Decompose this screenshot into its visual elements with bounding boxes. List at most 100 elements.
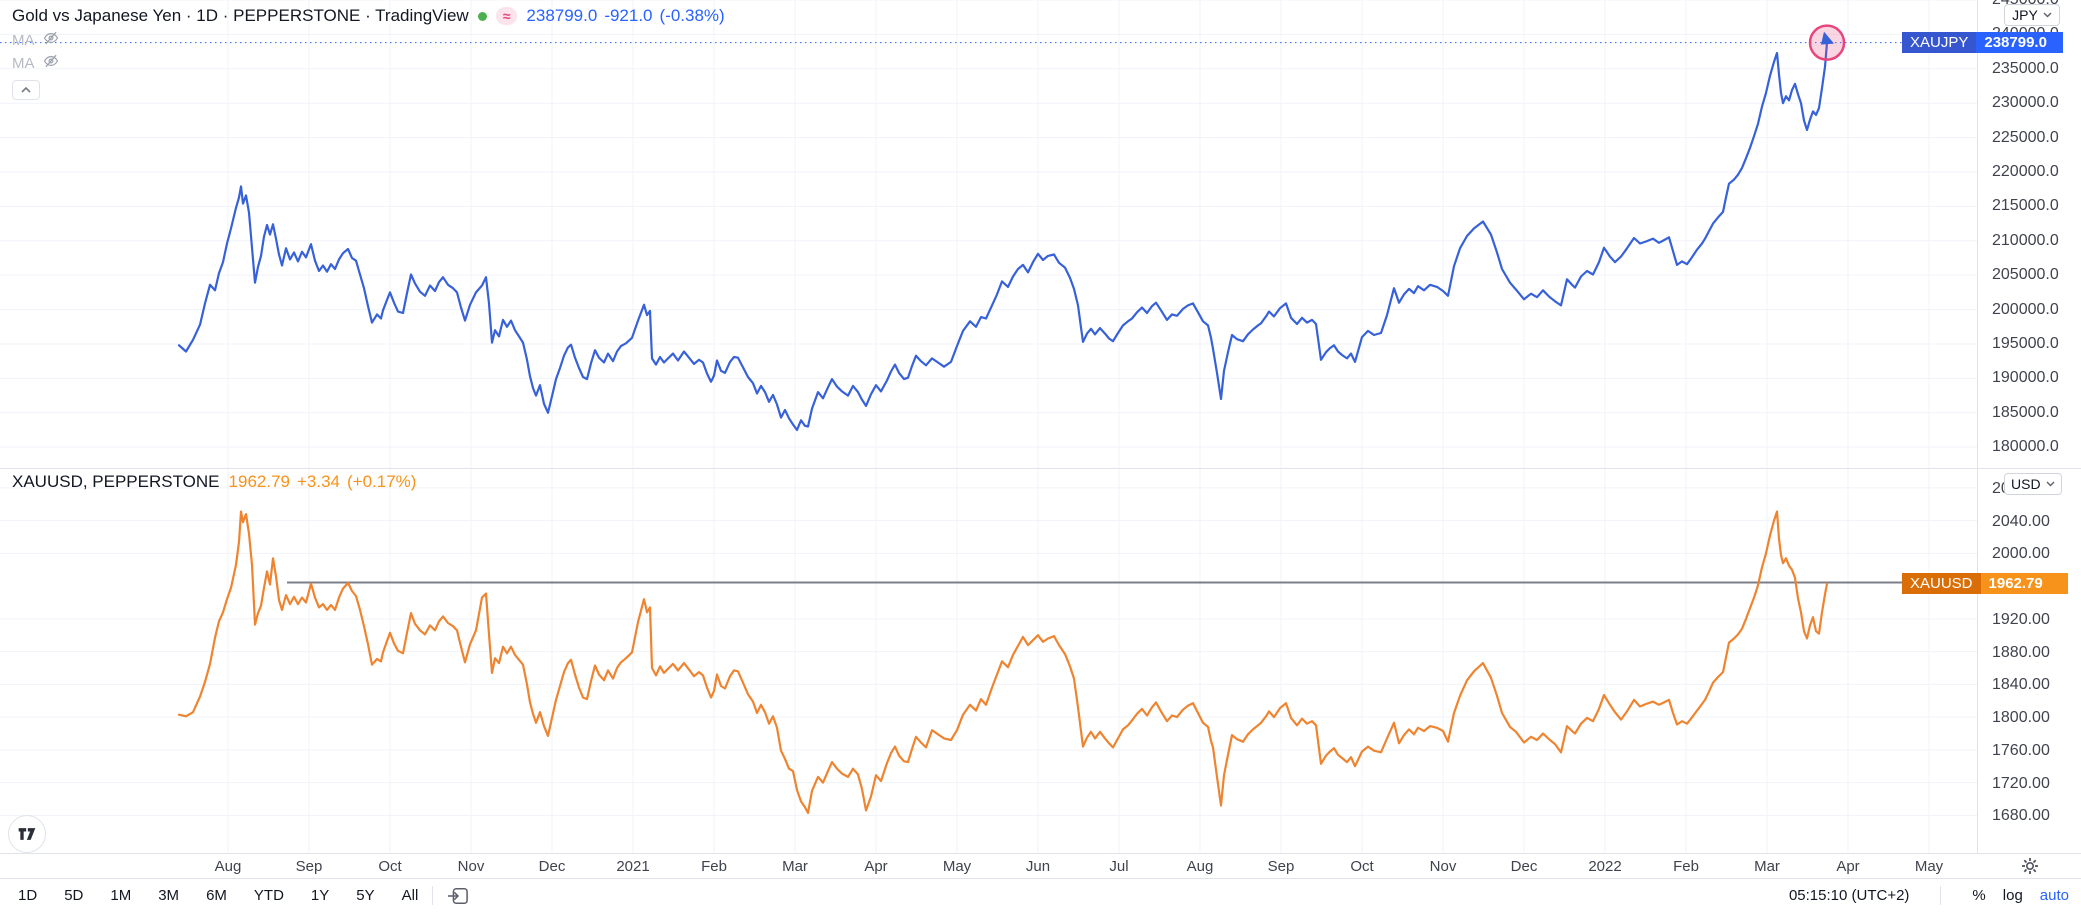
range-button-3m[interactable]: 3M [158,887,180,904]
eye-off-icon[interactable] [42,53,60,74]
price-tick-label: 1840.00 [1992,676,2050,694]
indicator-row-ma-1[interactable]: MA [12,30,725,51]
price-tick-label: 1680.00 [1992,807,2050,825]
price-tick-label: 2040.00 [1992,512,2050,530]
time-tick-label: Mar [782,858,808,875]
time-tick-label: Apr [1836,858,1860,875]
time-tick-label: Oct [378,858,402,875]
last-price-value: 1962.79 [228,472,290,491]
price-tick-label: 220000.0 [1992,162,2059,180]
range-button-5d[interactable]: 5D [64,887,84,904]
price-change-value: +3.34 [296,472,340,491]
auto-scale-button[interactable]: auto [2039,887,2069,904]
market-status-icon[interactable] [477,11,487,21]
time-tick-label: May [942,858,972,875]
price-tick-label: 225000.0 [1992,128,2059,146]
eye-off-icon[interactable] [42,30,60,51]
toolbar-divider [1940,886,1942,905]
percent-scale-button[interactable]: % [1972,887,1986,904]
time-tick-label: Aug [214,858,242,875]
panel-divider[interactable] [0,468,2081,469]
toolbar-border [0,878,2081,879]
price-tick-label: 230000.0 [1992,94,2059,112]
last-price-flag-xaujpy: XAUJPY 238799.0 [1902,32,2064,54]
indicator-row-ma-2[interactable]: MA [12,53,725,74]
price-tick-label: 1920.00 [1992,610,2050,628]
price-tick-label: 235000.0 [1992,59,2059,77]
range-button-5y[interactable]: 5Y [356,887,375,904]
time-tick-label: Jun [1025,858,1051,875]
time-scale-border [0,853,2081,854]
time-tick-label: Apr [864,858,888,875]
chevron-up-icon [21,86,31,93]
flag-price: 238799.0 [1976,32,2064,54]
range-button-ytd[interactable]: YTD [253,887,284,904]
price-tick-label: 185000.0 [1992,403,2059,421]
tradingview-logo[interactable] [8,815,46,853]
price-change-value: -921.0 [604,6,653,25]
log-scale-button[interactable]: log [2002,887,2023,904]
price-tick-label: 215000.0 [1992,197,2059,215]
range-button-all[interactable]: All [401,887,419,904]
collapse-legend-button[interactable] [12,80,40,100]
price-tick-label: 1880.00 [1992,643,2050,661]
time-tick-label: 2022 [1588,858,1622,875]
bottom-toolbar: 1D 5D 1M 3M 6M YTD 1Y 5Y All 05:15:10 (UTC+2) % … [0,879,2081,912]
toolbar-divider [432,886,434,905]
time-tick-label: Dec [538,858,566,875]
time-tick-label: Oct [1350,858,1374,875]
time-tick-label: Feb [1673,858,1699,875]
price-tick-label: 195000.0 [1992,334,2059,352]
time-tick-label: Mar [1754,858,1780,875]
time-tick-label: Jul [1109,858,1129,875]
date-range-switcher[interactable]: 1D 5D 1M 3M 6M YTD 1Y 5Y All [0,887,418,904]
last-price-flag-xauusd: XAUUSD 1962.79 [1902,573,2068,595]
time-tick-label: 2021 [616,858,650,875]
price-tick-label: 210000.0 [1992,231,2059,249]
currency-selector-usd[interactable]: USD [2004,473,2062,495]
price-scale-border [1977,0,1978,878]
gear-icon[interactable] [2020,856,2040,881]
time-tick-label: Nov [1429,858,1457,875]
time-tick-label: Nov [457,858,485,875]
price-scale-usd[interactable]: USD 2080.002040.002000.001920.001880.001… [1978,469,2081,853]
price-tick-label: 205000.0 [1992,266,2059,284]
go-to-date-button[interactable] [447,886,469,906]
last-price-value: 238799.0 [526,6,598,25]
flag-symbol: XAUJPY [1902,32,1977,54]
price-chart-canvas[interactable] [0,0,1977,853]
flag-price: 1962.79 [1980,573,2068,595]
price-change-percent: (-0.38%) [659,6,725,25]
price-tick-label: 1800.00 [1992,709,2050,727]
chevron-down-icon [2043,12,2052,18]
time-tick-label: Sep [1267,858,1295,875]
flag-symbol: XAUUSD [1902,573,1981,595]
range-button-1y[interactable]: 1Y [310,887,330,904]
range-button-1d[interactable]: 1D [18,887,38,904]
symbol-title[interactable]: Gold vs Japanese Yen · 1D · PEPPERSTONE … [12,6,469,25]
price-tick-label: 1760.00 [1992,741,2050,759]
time-tick-label: Dec [1510,858,1538,875]
price-tick-label: 180000.0 [1992,438,2059,456]
price-tick-label: 2000.00 [1992,545,2050,563]
range-button-1m[interactable]: 1M [110,887,132,904]
chevron-down-icon [2046,481,2055,487]
bottom-pane-legend: XAUUSD, PEPPERSTONE 1962.79 +3.34 (+0.17… [12,472,416,492]
top-pane-legend: Gold vs Japanese Yen · 1D · PEPPERSTONE … [12,6,725,100]
series-line-xaujpy [177,41,1829,432]
price-tick-label: 200000.0 [1992,300,2059,318]
arrow-marker-icon [1821,31,1834,45]
time-tick-label: Aug [1186,858,1214,875]
price-tick-label: 1720.00 [1992,774,2050,792]
price-change-percent: (+0.17%) [347,472,417,491]
delayed-data-badge[interactable]: ≈ [495,7,518,25]
range-button-6m[interactable]: 6M [206,887,227,904]
currency-selector-jpy[interactable]: JPY [2004,4,2060,26]
time-scale[interactable]: Aug Sep Oct Nov Dec 2021 Feb Mar Apr May Jun Jul Aug… [0,854,2081,878]
symbol-title-bottom[interactable]: XAUUSD, PEPPERSTONE [12,472,220,491]
clock[interactable]: 05:15:10 (UTC+2) [1788,887,1910,904]
series-line-xauusd [177,510,1829,815]
price-scale-jpy[interactable]: JPY 245000.0240000.0235000.0230000.02250… [1978,0,2081,468]
price-tick-label: 190000.0 [1992,369,2059,387]
